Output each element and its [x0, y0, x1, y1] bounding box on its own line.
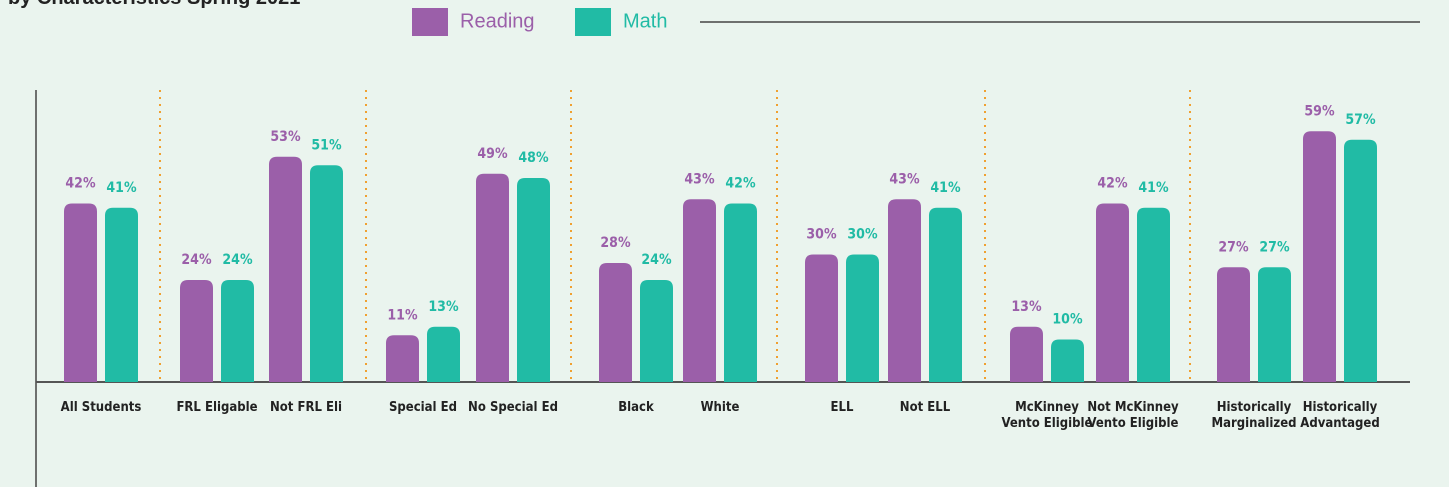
- bar: [1258, 267, 1291, 382]
- bar: [1344, 139, 1377, 382]
- x-tick-label: FRL Eligable: [176, 400, 258, 415]
- bar: [724, 203, 757, 382]
- data-label: 41%: [930, 180, 961, 196]
- data-label: 30%: [847, 227, 878, 243]
- bar: [1051, 339, 1084, 382]
- data-label: 41%: [1138, 180, 1169, 196]
- data-label: 59%: [1304, 103, 1335, 119]
- data-label: 27%: [1259, 239, 1290, 255]
- bar: [221, 280, 254, 382]
- x-tick-label: McKinney Vento Eligible: [1001, 400, 1093, 431]
- data-label: 27%: [1218, 239, 1249, 255]
- bar: [1096, 203, 1129, 382]
- x-tick-label: Historically Marginalized: [1211, 400, 1297, 431]
- bar: [929, 207, 962, 382]
- bar: [310, 165, 343, 382]
- bar: [64, 203, 97, 382]
- data-label: 42%: [65, 176, 96, 192]
- data-label: 43%: [684, 171, 715, 187]
- bar: [1303, 131, 1336, 382]
- data-label: 28%: [600, 235, 631, 251]
- bar: [105, 207, 138, 382]
- x-tick-label: Not FRL Eli: [269, 400, 342, 415]
- x-tick-label: White: [700, 400, 740, 415]
- x-tick-label: Not ELL: [899, 400, 951, 415]
- bar: [476, 173, 509, 382]
- legend-label: Reading: [460, 10, 535, 32]
- bar: [1137, 207, 1170, 382]
- data-label: 11%: [387, 307, 418, 323]
- data-label: 24%: [222, 252, 253, 268]
- legend-swatch: [575, 8, 611, 36]
- legend-label: Math: [623, 10, 667, 32]
- data-label: 43%: [889, 171, 920, 187]
- bar: [1217, 267, 1250, 382]
- data-label: 48%: [518, 150, 549, 166]
- bar: [180, 280, 213, 382]
- data-label: 53%: [270, 129, 301, 145]
- chart-title: by Characteristics Spring 2021: [8, 0, 300, 9]
- bar: [846, 254, 879, 382]
- data-label: 13%: [1011, 299, 1042, 315]
- bar: [386, 335, 419, 382]
- bar: [1010, 326, 1043, 382]
- data-label: 13%: [428, 299, 459, 315]
- bar: [269, 156, 302, 382]
- bar: [888, 199, 921, 382]
- x-tick-label: Not McKinney Vento Eligible: [1087, 400, 1179, 431]
- data-label: 42%: [1097, 176, 1128, 192]
- bar: [517, 178, 550, 382]
- data-label: 24%: [181, 252, 212, 268]
- bar: [599, 263, 632, 382]
- x-tick-label: ELL: [830, 400, 854, 415]
- x-tick-label: All Students: [60, 400, 142, 415]
- x-tick-label: No Special Ed: [468, 400, 558, 415]
- bar: [427, 326, 460, 382]
- data-label: 57%: [1345, 112, 1376, 128]
- data-label: 49%: [477, 146, 508, 162]
- bar: [805, 254, 838, 382]
- data-label: 30%: [806, 227, 837, 243]
- x-tick-label: Black: [618, 400, 654, 415]
- x-tick-label: Special Ed: [389, 400, 457, 415]
- data-label: 42%: [725, 176, 756, 192]
- legend-swatch: [412, 8, 448, 36]
- data-label: 10%: [1052, 312, 1083, 328]
- data-label: 24%: [641, 252, 672, 268]
- bar: [683, 199, 716, 382]
- bar: [640, 280, 673, 382]
- data-label: 41%: [106, 180, 137, 196]
- x-tick-label: Historically Advantaged: [1300, 400, 1380, 431]
- data-label: 51%: [311, 137, 342, 153]
